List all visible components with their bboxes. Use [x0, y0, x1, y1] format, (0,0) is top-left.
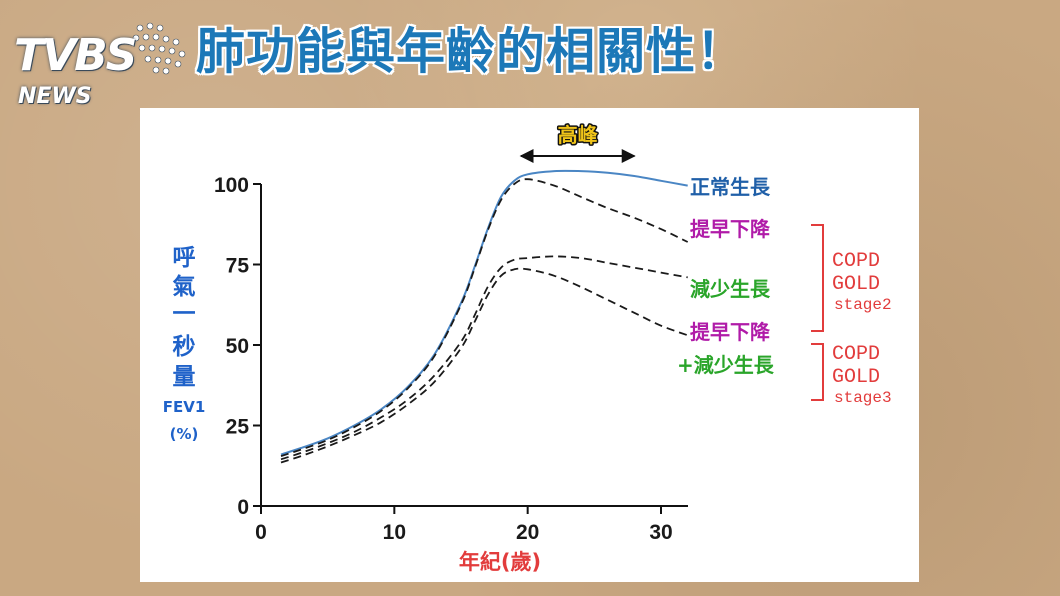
- annotation-stage3-line2: GOLD: [832, 366, 880, 389]
- page-title: 肺功能與年齡的相關性！: [196, 23, 747, 80]
- label-reduced-growth: 減少生長: [690, 277, 771, 301]
- label-early-decline: 提早下降: [690, 217, 771, 241]
- y-tick-label: 0: [237, 496, 249, 519]
- logo-brand: TVBS: [14, 30, 137, 81]
- x-tick-label: 0: [255, 521, 267, 544]
- series-line-early-decline: [280, 178, 689, 457]
- y-axis-label-part: 呼: [173, 245, 196, 271]
- x-tick-label: 10: [383, 521, 406, 544]
- y-axis-label-part: (%): [170, 425, 199, 443]
- x-tick-label: 30: [649, 521, 672, 544]
- annotation-stage2-line3: stage2: [834, 296, 892, 314]
- tvbs-news-logo: TVBS NEWS: [10, 12, 190, 109]
- y-tick-label: 75: [226, 255, 250, 278]
- bracket-stage3: [811, 343, 824, 401]
- annotation-stage2-line1: COPD: [832, 250, 880, 273]
- y-tick-label: 25: [226, 416, 250, 439]
- y-tick-label: 100: [214, 174, 249, 197]
- y-axis-label-part: 氣: [173, 273, 196, 300]
- series-line-decline-and-reduced: [280, 267, 689, 464]
- annotation-stage3-line3: stage3: [834, 389, 892, 407]
- x-tick-label: 20: [516, 521, 539, 544]
- series-line-normal-growth: [280, 169, 688, 456]
- y-axis-label-part: 一: [173, 301, 196, 327]
- bracket-stage2: [811, 224, 824, 332]
- label-both-line2: +減少生長: [677, 353, 775, 377]
- label-both-line1: 提早下降: [690, 320, 771, 344]
- y-axis-label-part: FEV1: [163, 398, 206, 416]
- annotation-stage2-line2: GOLD: [832, 273, 880, 296]
- x-axis-label: 年紀(歲): [459, 550, 541, 574]
- logo-sub: NEWS: [18, 84, 92, 109]
- logo-dots-icon: [132, 22, 186, 75]
- y-axis-label-part: 量: [173, 364, 196, 390]
- y-axis-label-part: 秒: [173, 334, 196, 360]
- peak-label: 高峰: [558, 123, 598, 147]
- y-tick-label: 50: [226, 335, 249, 358]
- label-normal-growth: 正常生長: [690, 175, 771, 199]
- series-line-reduced-growth: [280, 255, 688, 461]
- chart-panel: 0 25 50 75 100 0 10 20 30 呼氣一秒量 FEV1 (%) 年紀(歲) 高峰…: [140, 108, 919, 582]
- annotation-stage3-line1: COPD: [832, 343, 880, 366]
